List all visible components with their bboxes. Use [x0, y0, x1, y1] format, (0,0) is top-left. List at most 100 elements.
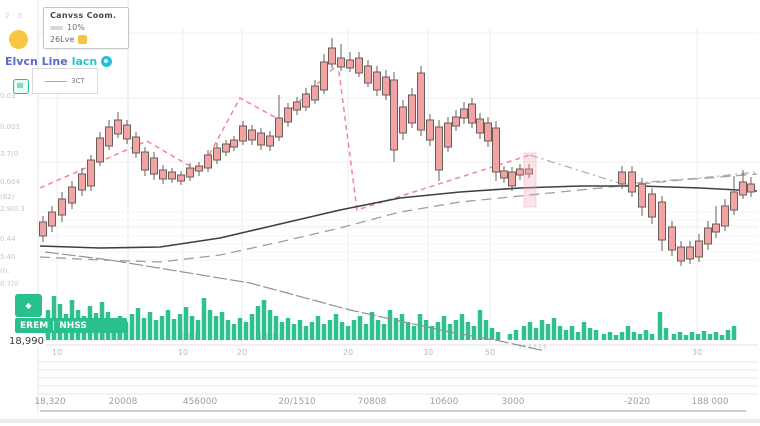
bottom-scroll-strip[interactable] [0, 419, 760, 423]
x-tick-label: 50 [484, 348, 496, 357]
bottom-axis-label: 10600 [429, 397, 459, 407]
volume-bar [333, 314, 339, 340]
candle-body [168, 171, 176, 180]
volume-bar [701, 331, 707, 340]
volume-bar [619, 332, 625, 340]
volume-bar [625, 326, 631, 340]
volume-bar [483, 320, 489, 340]
volume-bar [291, 324, 297, 340]
candle-body [730, 191, 738, 211]
volume-bar [303, 326, 309, 340]
volume-bar [563, 330, 569, 340]
volume-bar [471, 326, 477, 340]
volume-bar [255, 306, 261, 340]
candle-body [355, 57, 363, 74]
candle-body [677, 246, 685, 262]
volume-bar [309, 322, 315, 340]
volume-bar [725, 330, 731, 340]
candle-body [444, 122, 452, 148]
candle-body [408, 94, 416, 124]
yellow-square-icon [78, 35, 88, 44]
bottom-axis-label: -2020 [623, 397, 651, 407]
candle-body [96, 137, 104, 163]
volume-bar [557, 326, 563, 340]
volume-bar [321, 324, 327, 340]
volume-bar [587, 328, 593, 340]
line-style-box: 3CT [32, 68, 98, 94]
y-axis-label: 0.004 [0, 178, 21, 186]
volume-bar [465, 322, 471, 340]
volume-bar [507, 334, 513, 340]
bottom-axis-label: 18,320 [34, 397, 66, 407]
tooltip-title: Canvss Coom. [50, 11, 117, 20]
volume-bar [297, 320, 303, 340]
volume-bar [273, 316, 279, 340]
x-tick-label: 30 [691, 348, 703, 357]
volume-bar [345, 326, 351, 340]
candle-body [658, 201, 666, 241]
volume-bar [189, 316, 195, 340]
volume-bar [411, 326, 417, 340]
candle-body [618, 171, 626, 185]
volume-bar [207, 310, 213, 340]
volume-bar [405, 322, 411, 340]
candle-body [257, 132, 265, 146]
volume-pane-tag: EREM NHSS [15, 318, 127, 333]
line-style-label: 3CT [71, 77, 85, 85]
volume-bar [249, 314, 255, 340]
y-axis-label: (0. [0, 267, 10, 275]
tooltip-live-value: 26Lve [50, 35, 75, 44]
bottom-axis-label: 70808 [357, 397, 387, 407]
x-tick-label: 10 [177, 348, 189, 357]
candle-body [266, 135, 274, 147]
candle-body [230, 139, 238, 148]
axis-top-marks: 2 5 [5, 12, 26, 20]
candle-body [311, 85, 319, 101]
volume-pane-icon: ◆ [15, 294, 42, 317]
green-checkbox-icon[interactable] [13, 79, 29, 94]
volume-bar [423, 320, 429, 340]
volume-bar [219, 312, 225, 340]
candle-body [460, 108, 468, 119]
volume-bar [601, 334, 607, 340]
volume-bar [441, 316, 447, 340]
candle-body [373, 71, 381, 91]
volume-bar [417, 314, 423, 340]
volume-bar [637, 334, 643, 340]
volume-bar [657, 312, 663, 340]
candle-body [686, 246, 694, 260]
volume-bar [183, 307, 189, 340]
volume-bar [195, 320, 201, 340]
candle-body [222, 143, 230, 153]
candle-body [177, 174, 185, 182]
candle-body [58, 198, 66, 216]
y-axis-label: 0.001 [0, 123, 21, 131]
candle-body [390, 79, 398, 151]
candle-body [186, 167, 194, 178]
volume-tag-left: EREM [20, 320, 49, 331]
volume-bar [521, 326, 527, 340]
volume-bar [351, 320, 357, 340]
candle-body [87, 159, 95, 187]
volume-bar [387, 310, 393, 340]
candle-body [476, 118, 484, 134]
candle-body [141, 151, 149, 171]
candle-body [452, 116, 460, 127]
candle-body [435, 126, 443, 171]
volume-bar [575, 332, 581, 340]
volume-scale-label: 18,990 [7, 336, 46, 347]
highlight-band [523, 152, 537, 208]
volume-bar [369, 312, 375, 340]
candle-body [123, 124, 131, 140]
volume-bar [231, 324, 237, 340]
volume-bar [285, 318, 291, 340]
candle-body [39, 221, 47, 237]
indicator-legend[interactable]: Elvcn Line lacn [5, 55, 113, 68]
volume-bar [267, 310, 273, 340]
candle-body [132, 136, 140, 154]
candle-body [484, 122, 492, 142]
candle-body [399, 106, 407, 134]
candle-body [275, 117, 283, 138]
